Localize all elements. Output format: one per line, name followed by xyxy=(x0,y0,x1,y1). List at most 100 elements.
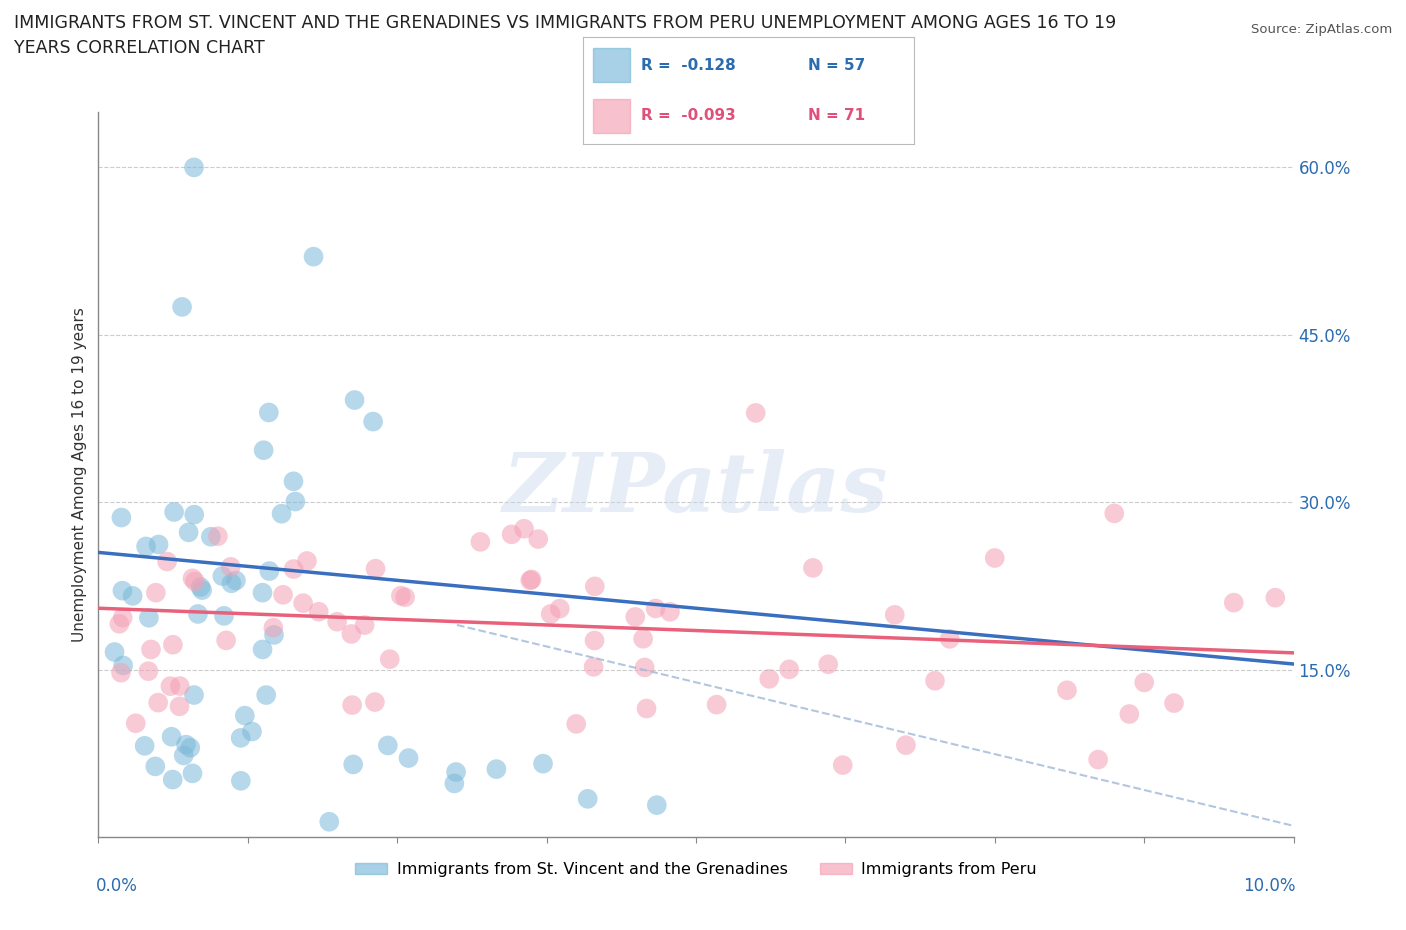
Point xyxy=(389,589,412,604)
Point xyxy=(252,585,274,600)
Point xyxy=(326,615,349,630)
Point xyxy=(181,571,204,586)
Text: 10.0%: 10.0% xyxy=(1243,877,1296,895)
Point xyxy=(160,729,183,744)
Point xyxy=(582,659,605,674)
Point xyxy=(121,589,143,604)
Point xyxy=(259,564,281,578)
Point xyxy=(583,578,606,593)
Point xyxy=(378,652,401,667)
Point xyxy=(894,737,917,752)
Point xyxy=(634,660,657,675)
Point xyxy=(191,583,214,598)
Point xyxy=(240,724,263,739)
Point xyxy=(548,601,571,616)
Point xyxy=(174,737,197,752)
Point xyxy=(778,662,800,677)
Text: 0.0%: 0.0% xyxy=(96,877,138,895)
Point xyxy=(394,590,416,604)
Point xyxy=(108,617,131,631)
Legend: Immigrants from St. Vincent and the Grenadines, Immigrants from Peru: Immigrants from St. Vincent and the Gren… xyxy=(349,856,1043,884)
Point xyxy=(169,698,191,713)
Point xyxy=(540,606,562,621)
Point xyxy=(1223,595,1246,610)
Point xyxy=(343,392,366,407)
Point xyxy=(318,815,340,830)
Point xyxy=(190,579,212,594)
Point xyxy=(148,696,170,711)
Point xyxy=(181,766,204,781)
Point xyxy=(302,249,325,264)
Point xyxy=(183,160,205,175)
Point xyxy=(624,609,647,624)
Point xyxy=(308,604,330,619)
Point xyxy=(159,679,181,694)
Point xyxy=(169,679,191,694)
Point xyxy=(342,757,364,772)
Point xyxy=(924,673,946,688)
Point xyxy=(485,762,508,777)
Point xyxy=(1264,591,1286,605)
Text: R =  -0.093: R = -0.093 xyxy=(641,108,737,124)
Point xyxy=(984,551,1007,565)
Point xyxy=(183,507,205,522)
Point xyxy=(125,716,148,731)
Point xyxy=(271,588,294,603)
Point xyxy=(644,601,666,616)
Text: Source: ZipAtlas.com: Source: ZipAtlas.com xyxy=(1251,23,1392,36)
Point xyxy=(270,506,292,521)
Point xyxy=(215,633,238,648)
Point xyxy=(1133,675,1156,690)
Text: N = 71: N = 71 xyxy=(808,108,865,124)
Point xyxy=(148,537,170,551)
Point xyxy=(284,494,307,509)
Point xyxy=(173,748,195,763)
Point xyxy=(134,738,156,753)
Point xyxy=(576,791,599,806)
Point xyxy=(172,299,194,314)
Point xyxy=(211,568,233,583)
Point xyxy=(519,573,541,588)
Point xyxy=(295,553,318,568)
Point xyxy=(110,510,132,525)
Point xyxy=(184,574,207,589)
Point xyxy=(207,529,229,544)
Point xyxy=(745,405,768,420)
Point xyxy=(138,610,160,625)
Y-axis label: Unemployment Among Ages 16 to 19 years: Unemployment Among Ages 16 to 19 years xyxy=(72,307,87,642)
Point xyxy=(111,610,134,625)
Point xyxy=(138,664,160,679)
Point xyxy=(801,561,824,576)
Point xyxy=(470,535,492,550)
Point xyxy=(283,562,305,577)
Point xyxy=(340,627,363,642)
Point xyxy=(139,642,162,657)
Point xyxy=(200,529,222,544)
Point xyxy=(145,585,167,600)
Point xyxy=(221,576,243,591)
Point xyxy=(110,665,132,680)
Bar xyxy=(593,100,630,134)
Point xyxy=(364,695,387,710)
Point xyxy=(531,756,554,771)
Point xyxy=(636,701,658,716)
Point xyxy=(103,644,125,659)
Point xyxy=(229,730,252,745)
Point xyxy=(645,798,668,813)
Point xyxy=(659,604,682,619)
Point xyxy=(565,716,588,731)
Point xyxy=(262,620,284,635)
Point xyxy=(1104,506,1126,521)
Point xyxy=(364,561,387,576)
Point xyxy=(1118,707,1140,722)
Point xyxy=(233,708,256,723)
Point xyxy=(631,631,654,646)
Point xyxy=(253,443,276,458)
Point xyxy=(143,759,166,774)
Point xyxy=(513,522,536,537)
Text: YEARS CORRELATION CHART: YEARS CORRELATION CHART xyxy=(14,39,264,57)
Point xyxy=(1163,696,1185,711)
Point xyxy=(163,505,186,520)
Point xyxy=(283,474,305,489)
Point xyxy=(252,642,274,657)
